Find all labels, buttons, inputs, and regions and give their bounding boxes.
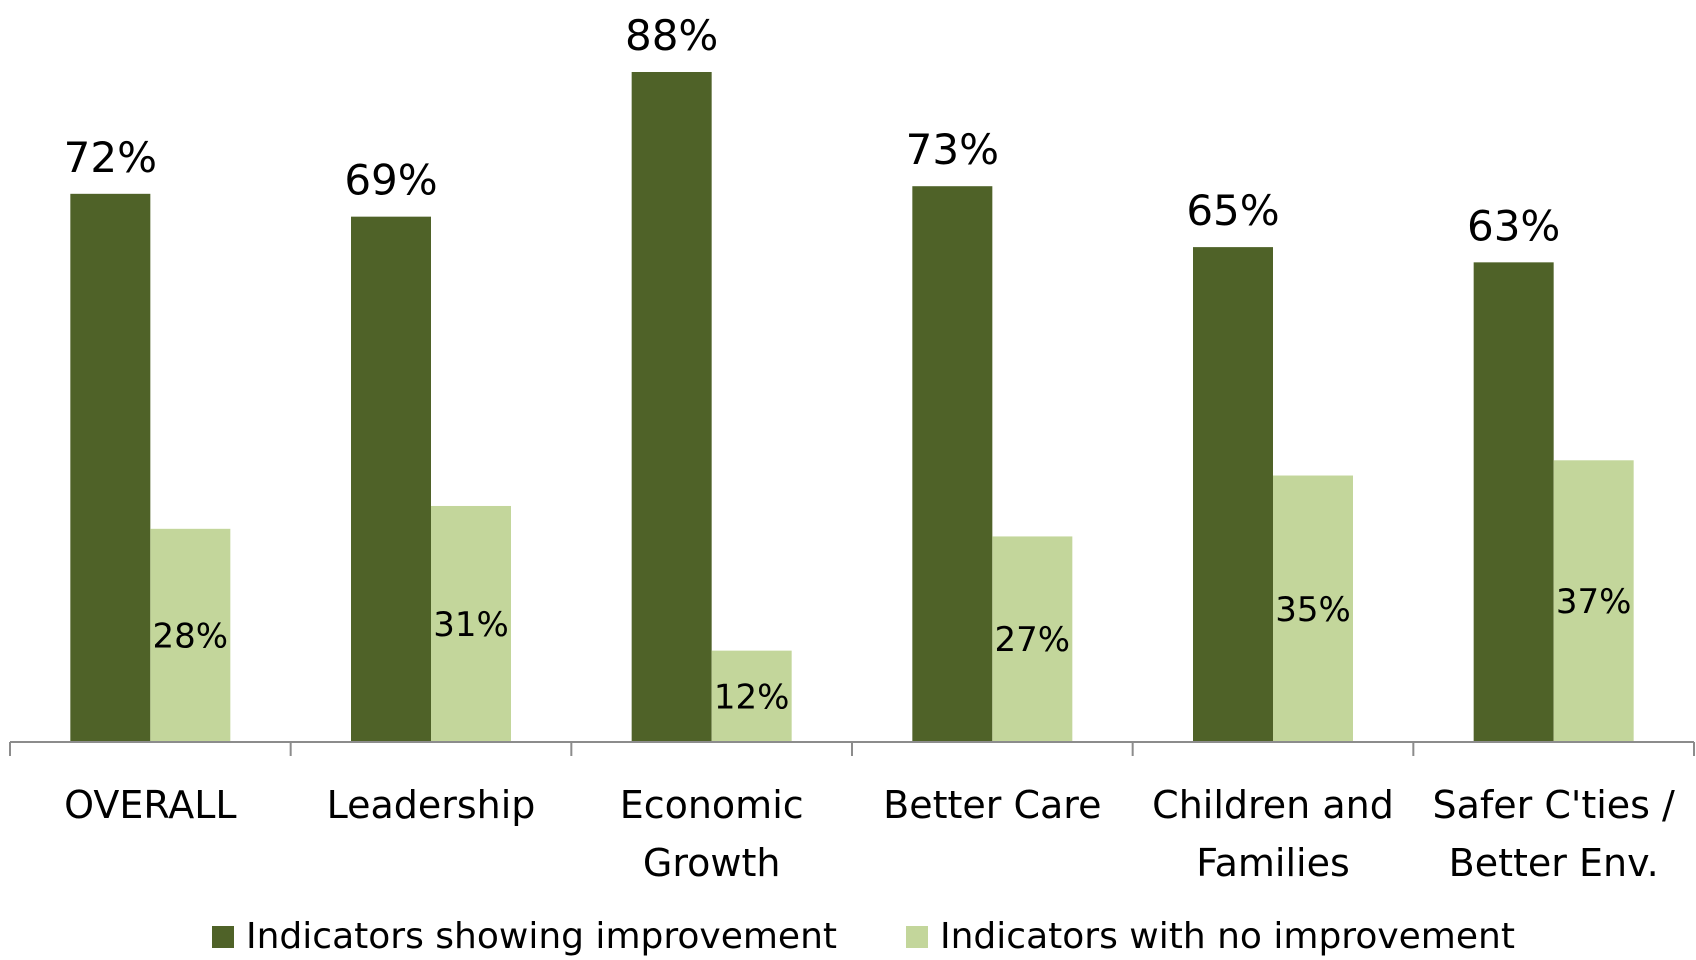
data-label-no-improvement-1: 31% <box>433 605 509 645</box>
category-label-2-line-1: Growth <box>643 841 781 885</box>
x-axis <box>9 741 1695 756</box>
legend-label-1: Indicators with no improvement <box>940 916 1515 957</box>
data-label-no-improvement-4: 35% <box>1275 590 1351 630</box>
data-label-no-improvement-2: 12% <box>714 677 790 717</box>
category-labels-layer: OVERALL Leadership Economic Growth Better Ca… <box>64 783 1675 885</box>
legend-swatch-1 <box>906 926 928 948</box>
category-label-1: Leadership <box>327 783 536 827</box>
data-label-no-improvement-3: 27% <box>995 620 1071 660</box>
bar-no-improvement-3 <box>992 536 1073 742</box>
legend: Indicators showing improvement Indicators… <box>212 916 1515 957</box>
bar-improvement-4 <box>1193 247 1273 742</box>
data-labels-layer: 72% 28% 69% 31% 88% 12% 73% 27% 65% 35% 63% 37% <box>64 11 1632 717</box>
data-label-no-improvement-0: 28% <box>153 616 229 656</box>
bar-improvement-2 <box>631 72 712 742</box>
category-label-0: OVERALL <box>64 783 236 827</box>
bar-improvement-5 <box>1473 262 1554 742</box>
bar-no-improvement-0 <box>150 528 231 742</box>
data-label-no-improvement-5: 37% <box>1556 582 1632 622</box>
category-label-4-line-0: Children and <box>1152 783 1394 827</box>
bar-improvement-3 <box>912 186 993 743</box>
category-label-4-line-1: Families <box>1196 841 1350 885</box>
legend-swatch-0 <box>212 926 234 948</box>
bar-no-improvement-2 <box>711 650 792 742</box>
bar-no-improvement-4 <box>1273 475 1353 742</box>
category-label-2-line-0: Economic <box>620 783 804 827</box>
data-label-improvement-2: 88% <box>625 11 718 60</box>
legend-label-0: Indicators showing improvement <box>246 916 837 957</box>
bar-improvement-1 <box>351 216 431 743</box>
bar-improvement-0 <box>70 193 151 742</box>
category-label-5-line-1: Better Env. <box>1449 841 1659 885</box>
data-label-improvement-0: 72% <box>64 133 157 182</box>
bars-layer <box>70 72 1634 743</box>
data-label-improvement-3: 73% <box>906 125 999 174</box>
data-label-improvement-4: 65% <box>1186 186 1279 235</box>
bar-no-improvement-1 <box>431 505 511 742</box>
bar-no-improvement-5 <box>1553 460 1634 742</box>
category-label-5-line-0: Safer C'ties / <box>1432 783 1675 827</box>
data-label-improvement-5: 63% <box>1467 201 1560 250</box>
category-label-3: Better Care <box>883 783 1101 827</box>
data-label-improvement-1: 69% <box>344 156 437 205</box>
